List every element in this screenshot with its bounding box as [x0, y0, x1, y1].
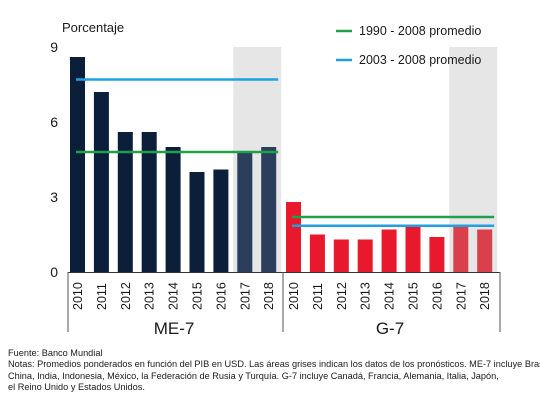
axes-layer: 0 3 6 9 2010 2011 2012 2013 2014 2015 2016 2017 2018…	[50, 39, 501, 338]
bar-me-7-2017	[237, 152, 253, 272]
bar-me-7-2018	[261, 147, 277, 272]
legend: 1990 - 2008 promedio 2003 - 2008 promedi…	[336, 24, 481, 67]
y-tick-label-9: 9	[50, 39, 58, 55]
bar-me-7-2010	[70, 57, 85, 272]
bar-chart: 0 3 6 9 2010 2011 2012 2013 2014 2015 2016 2017 2018…	[50, 20, 501, 338]
reference-lines-layer	[76, 78, 495, 227]
x-tick-label-g-7-2015: 2015	[407, 282, 421, 310]
x-tick-label-g-7-2016: 2016	[430, 282, 444, 310]
bar-me-7-2016	[213, 169, 229, 272]
bar-g-7-2016	[429, 237, 445, 272]
notes-line-3: el Reino Unido y Estados Unidos.	[8, 381, 145, 392]
x-tick-label-me-7-2018: 2018	[262, 282, 276, 310]
x-tick-label-me-7-2011: 2011	[95, 283, 109, 310]
bar-g-7-2010	[286, 202, 301, 272]
notes-line-2: China, India, Indonesia, México, la Fede…	[8, 370, 499, 381]
bar-me-7-2014	[165, 147, 181, 272]
x-tick-label-g-7-2018: 2018	[478, 282, 492, 310]
x-tick-label-me-7-2010: 2010	[71, 282, 85, 310]
bar-g-7-2015	[405, 227, 421, 272]
bar-me-7-2013	[141, 132, 157, 272]
x-tick-label-me-7-2013: 2013	[143, 282, 157, 310]
chart-footnotes: Fuente: Banco Mundial Notas: Promedios p…	[8, 348, 540, 393]
bar-g-7-2013	[357, 239, 373, 272]
source-note: Fuente: Banco Mundial	[8, 348, 103, 358]
x-tick-label-me-7-2017: 2017	[238, 282, 252, 310]
bar-me-7-2011	[93, 92, 109, 272]
y-tick-label-3: 3	[50, 189, 58, 205]
x-tick-label-me-7-2012: 2012	[119, 282, 133, 310]
bars-layer	[70, 57, 493, 272]
x-tick-label-me-7-2014: 2014	[167, 282, 181, 310]
bar-me-7-2015	[189, 172, 205, 272]
x-tick-label-g-7-2013: 2013	[359, 282, 373, 310]
x-tick-label-g-7-2012: 2012	[335, 282, 349, 310]
x-tick-label-me-7-2016: 2016	[214, 282, 228, 310]
group-label-me-7: ME-7	[154, 319, 195, 338]
bar-g-7-2011	[309, 234, 325, 272]
legend-label-1990-2008: 1990 - 2008 promedio	[359, 24, 481, 38]
x-tick-label-g-7-2011: 2011	[311, 283, 325, 310]
bar-me-7-2012	[117, 132, 133, 272]
x-tick-label-me-7-2015: 2015	[191, 282, 205, 310]
x-tick-label-g-7-2010: 2010	[287, 282, 301, 310]
bar-g-7-2012	[333, 239, 349, 272]
y-tick-label-6: 6	[50, 114, 58, 130]
legend-label-2003-2008: 2003 - 2008 promedio	[359, 53, 481, 67]
bar-g-7-2018	[477, 229, 493, 272]
x-tick-label-g-7-2017: 2017	[454, 282, 468, 310]
notes-line-1: Notas: Promedios ponderados en función d…	[8, 359, 540, 370]
bar-g-7-2014	[381, 229, 397, 272]
y-axis-label: Porcentaje	[62, 20, 124, 35]
y-tick-label-0: 0	[50, 264, 58, 280]
bar-g-7-2017	[453, 227, 469, 272]
group-label-g-7: G-7	[376, 319, 404, 338]
x-tick-label-g-7-2014: 2014	[383, 282, 397, 310]
